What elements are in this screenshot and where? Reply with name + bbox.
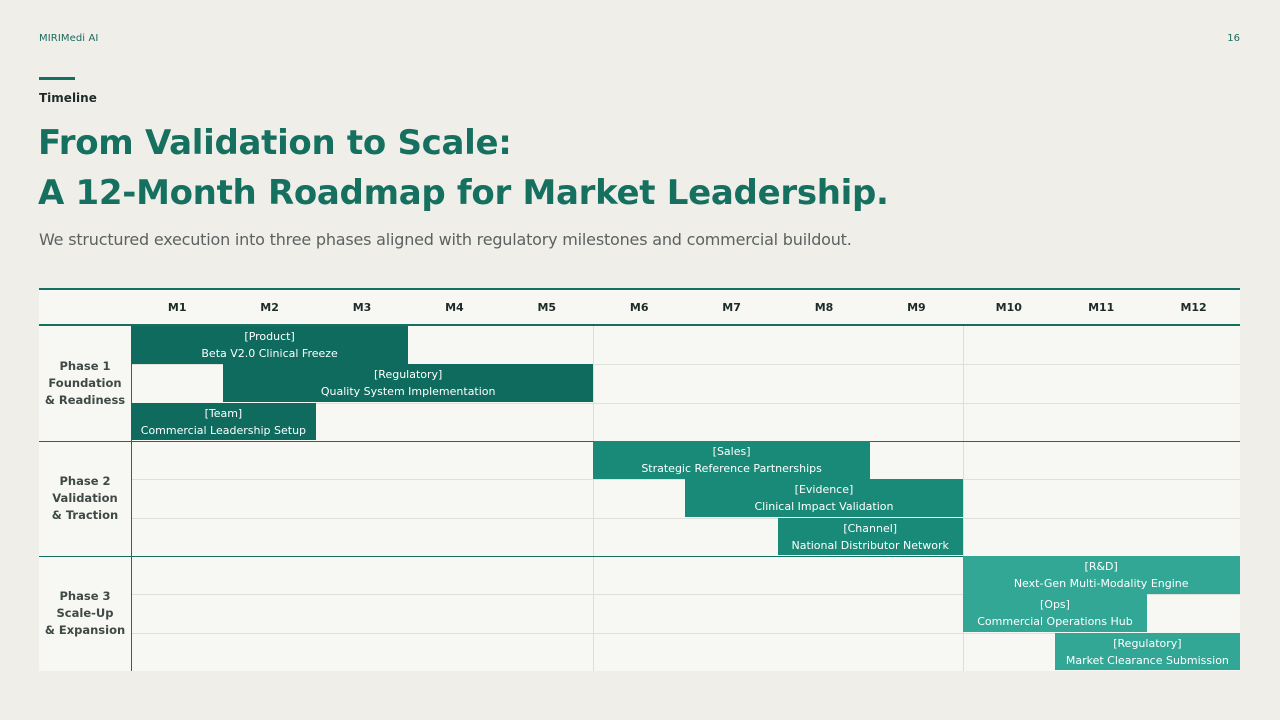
task-tag: [Team] <box>204 406 243 420</box>
task-tag: [Evidence] <box>794 483 854 497</box>
section-kicker: Timeline <box>39 91 97 105</box>
month-header-m7: M7 <box>722 301 741 314</box>
phase-label-2: Phase 2 Validation & Traction <box>39 473 131 524</box>
task-bar[interactable]: [R&D] Next-Gen Multi-Modality Engine <box>962 555 1240 594</box>
task-bar[interactable]: [Evidence] Clinical Impact Validation <box>685 479 963 518</box>
task-name: Commercial Operations Hub <box>977 615 1133 629</box>
phase-label-line: & Traction <box>51 507 119 522</box>
task-tag: [Regulatory] <box>374 368 443 382</box>
task-name: Next-Gen Multi-Modality Engine <box>1013 576 1189 590</box>
phase-label-line: & Expansion <box>44 622 126 637</box>
phase-label-line: Phase 2 <box>59 473 111 488</box>
phase-label-line: Phase 3 <box>59 588 111 603</box>
month-header-m10: M10 <box>995 301 1022 314</box>
task-tag: [Channel] <box>843 521 898 535</box>
phase-label-1: Phase 1 Foundation & Readiness <box>39 358 131 409</box>
task-bar[interactable]: [Regulatory] Quality System Implementatio… <box>223 364 593 403</box>
task-name: National Distributor Network <box>791 538 949 552</box>
phase-label-3: Phase 3 Scale-Up & Expansion <box>39 588 131 639</box>
month-header-m5: M5 <box>537 301 557 314</box>
brand-name: MIRIMedi AI <box>39 33 99 44</box>
phase-label-line: Scale-Up <box>56 605 114 620</box>
gantt-top-rule <box>39 288 1240 290</box>
task-tag: [Regulatory] <box>1113 636 1182 650</box>
task-name: Strategic Reference Partnerships <box>641 461 822 475</box>
row-divider <box>132 402 1240 404</box>
month-header-m2: M2 <box>260 301 279 314</box>
title-line-2: A 12-Month Roadmap for Market Leadership… <box>38 173 889 213</box>
task-bar[interactable]: [Product] Beta V2.0 Clinical Freeze <box>131 326 409 364</box>
task-name: Beta V2.0 Clinical Freeze <box>201 346 338 360</box>
task-tag: [Product] <box>244 329 295 343</box>
month-header-m6: M6 <box>629 301 649 314</box>
task-tag: [Ops] <box>1040 598 1070 612</box>
month-header-m12: M12 <box>1180 301 1207 314</box>
month-header-m1: M1 <box>167 301 187 314</box>
task-tag: [R&D] <box>1084 559 1118 573</box>
task-tag: [Sales] <box>712 444 751 458</box>
phase-label-line: Foundation <box>48 375 122 390</box>
page-title: From Validation to Scale: A 12-Month Roa… <box>38 118 889 218</box>
phase-label-line: Validation <box>52 490 118 505</box>
month-header-m3: M3 <box>352 301 372 314</box>
page-subtitle: We structured execution into three phase… <box>39 230 852 249</box>
gantt-header-rule <box>39 324 1240 326</box>
phase-divider <box>39 555 1240 557</box>
task-bar[interactable]: [Ops] Commercial Operations Hub <box>962 594 1148 633</box>
task-bar[interactable]: [Sales] Strategic Reference Partnerships <box>593 440 871 479</box>
row-divider <box>132 594 1240 596</box>
phase-label-line: & Readiness <box>44 392 126 407</box>
title-line-1: From Validation to Scale: <box>38 123 512 163</box>
phase-column-divider <box>131 326 132 671</box>
roadmap-gantt: M1 M2 M3 M4 M5 M6 M7 M8 M9 M10 M11 M12 Phase 1 Founda… <box>39 288 1240 671</box>
month-header-m4: M4 <box>445 301 464 314</box>
page-number: 16 <box>1227 33 1240 44</box>
month-header-m9: M9 <box>907 301 926 314</box>
task-name: Commercial Leadership Setup <box>140 423 307 437</box>
task-bar[interactable]: [Team] Commercial Leadership Setup <box>131 402 316 441</box>
task-name: Clinical Impact Validation <box>754 500 894 514</box>
month-header-m8: M8 <box>814 301 834 314</box>
task-name: Quality System Implementation <box>320 385 496 399</box>
task-name: Market Clearance Submission <box>1065 653 1229 667</box>
task-bar[interactable]: [Regulatory] Market Clearance Submission <box>1055 632 1240 671</box>
accent-bar <box>39 77 75 80</box>
row-divider <box>132 517 1240 519</box>
month-header-m11: M11 <box>1088 301 1115 314</box>
row-divider <box>132 364 1240 366</box>
phase-label-line: Phase 1 <box>59 358 111 373</box>
task-bar[interactable]: [Channel] National Distributor Network <box>777 517 963 556</box>
quarter-divider <box>962 326 964 671</box>
row-divider <box>132 632 1240 634</box>
quarter-divider <box>593 326 594 671</box>
